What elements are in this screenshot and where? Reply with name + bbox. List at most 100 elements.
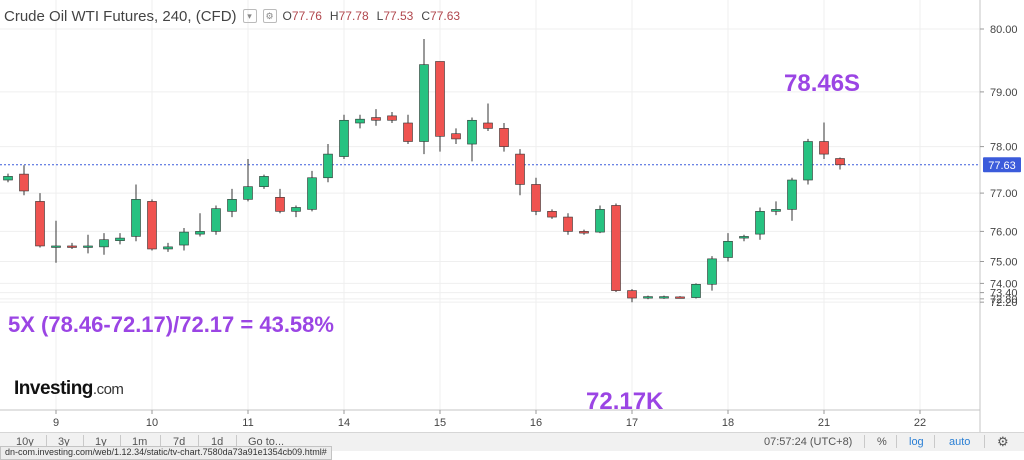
candle-body	[35, 201, 45, 247]
candle	[675, 296, 685, 299]
candle	[595, 205, 605, 234]
status-url: dn-com.investing.com/web/1.12.34/static/…	[0, 446, 332, 460]
candle	[19, 165, 29, 196]
candle-body	[675, 296, 685, 299]
range-1y-button[interactable]: 1y	[95, 436, 107, 448]
y-tick-label: 79.00	[990, 87, 1018, 99]
candle-body	[227, 199, 237, 212]
candle-body	[771, 209, 781, 212]
percent-toggle[interactable]: %	[877, 436, 887, 448]
candle	[803, 138, 813, 185]
y-tick-label: 80.00	[990, 24, 1018, 36]
candle-body	[371, 117, 381, 121]
x-tick-label: 22	[914, 417, 926, 429]
candle	[259, 174, 269, 189]
candle-body	[115, 237, 125, 241]
candle	[83, 234, 93, 254]
chart-header: Crude Oil WTI Futures, 240, (CFD) ▾ ⚙ O7…	[4, 6, 460, 26]
range-3y-button[interactable]: 3y	[58, 436, 70, 448]
goto-button[interactable]: Go to...	[248, 436, 285, 448]
range-1d-button[interactable]: 1d	[211, 436, 224, 448]
y-tick-label: 75.00	[990, 257, 1018, 269]
formula-annotation: 5X (78.46-72.17)/72.17 = 43.58%	[8, 312, 334, 337]
candle-body	[51, 245, 61, 248]
candle-body	[163, 246, 173, 250]
investing-logo: Investing.com	[14, 378, 124, 399]
peak-annotation: 78.46S	[784, 70, 861, 97]
x-tick-label: 9	[53, 417, 59, 429]
candle-body	[99, 239, 109, 248]
candle-body	[387, 115, 397, 121]
y-tick-label: 72.20	[990, 297, 1018, 309]
candle-body	[307, 177, 317, 210]
y-tick-label: 78.00	[990, 142, 1018, 154]
candle	[227, 188, 237, 218]
candle	[371, 109, 381, 126]
candle	[179, 227, 189, 251]
y-tick-label: 73.40	[990, 288, 1018, 300]
log-toggle[interactable]: log	[909, 436, 924, 448]
candles-group	[3, 38, 845, 303]
candle	[67, 242, 77, 249]
candle	[755, 207, 765, 240]
candle-body	[179, 231, 189, 246]
candle-body	[435, 61, 445, 137]
range-1m-button[interactable]: 1m	[132, 436, 148, 448]
range-separator	[896, 435, 897, 448]
candle	[515, 149, 525, 196]
x-tick-label: 14	[338, 417, 350, 429]
candle-body	[787, 179, 797, 210]
ohlc-high: H77.78	[329, 9, 369, 23]
candle-body	[563, 216, 573, 232]
candle-body	[547, 211, 557, 218]
candle	[419, 38, 429, 155]
range-7d-button[interactable]: 7d	[173, 436, 186, 448]
candle	[499, 122, 509, 152]
x-tick-label: 18	[722, 417, 734, 429]
candle	[99, 233, 109, 255]
auto-toggle[interactable]: auto	[949, 436, 971, 448]
candle-body	[275, 196, 285, 212]
candle	[291, 205, 301, 218]
candle-body	[611, 205, 621, 291]
y-tick-label: 77.00	[990, 188, 1018, 200]
range-separator	[984, 435, 985, 448]
candle	[403, 114, 413, 145]
candle	[163, 242, 173, 252]
candle-body	[467, 119, 477, 145]
candle-body	[419, 64, 429, 142]
range-separator	[120, 435, 121, 448]
candle	[35, 193, 45, 248]
candle	[547, 209, 557, 219]
candle	[435, 61, 445, 152]
candle-body	[243, 186, 253, 200]
candle	[531, 177, 541, 216]
range-separator	[934, 435, 935, 448]
candle	[835, 157, 845, 170]
candle-body	[499, 128, 509, 147]
settings-icon[interactable]: ⚙	[262, 9, 277, 23]
chart-grid	[0, 0, 980, 410]
candle-body	[291, 207, 301, 212]
collapse-icon[interactable]: ▾	[242, 9, 257, 23]
candle-body	[627, 290, 637, 299]
candle	[771, 201, 781, 216]
candle-body	[147, 201, 157, 250]
candle	[723, 233, 733, 262]
ohlc-low: L77.53	[376, 9, 414, 23]
candle-body	[659, 296, 669, 299]
gear-icon[interactable]: ⚙	[997, 434, 1009, 449]
candle	[147, 199, 157, 251]
candle	[307, 170, 317, 212]
candle	[579, 229, 589, 235]
y-tick-label: 72.80	[990, 294, 1018, 306]
candle-body	[131, 199, 141, 237]
candle	[659, 295, 669, 299]
candle-body	[339, 119, 349, 157]
candle	[115, 233, 125, 245]
candle	[195, 213, 205, 237]
candle-body	[739, 236, 749, 239]
range-10y-button[interactable]: 10y	[16, 436, 34, 448]
